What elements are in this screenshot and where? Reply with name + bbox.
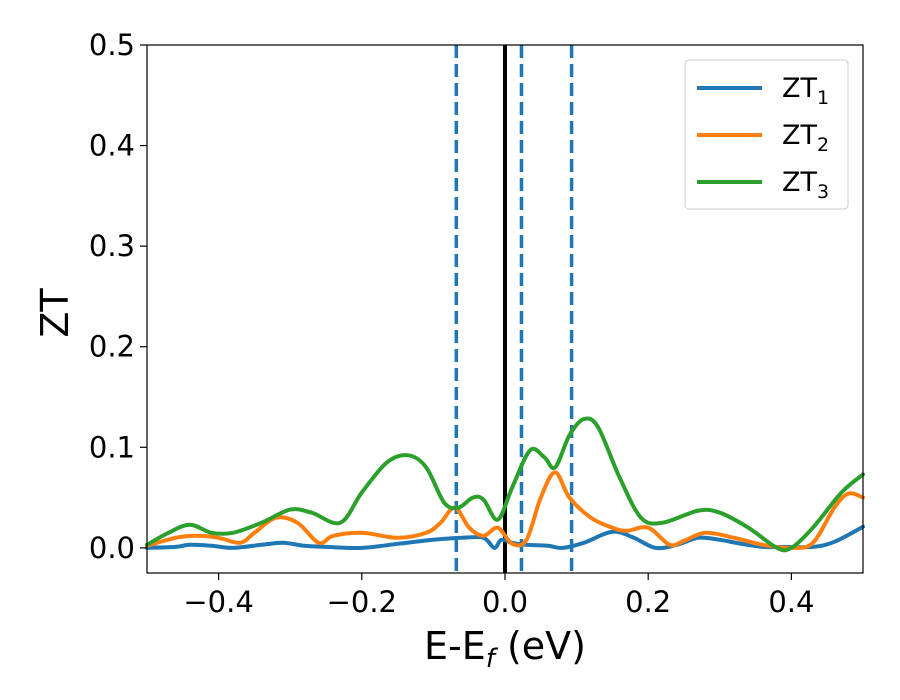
vertical-lines [454,45,574,573]
series-line-zt3 [145,416,865,553]
y-tick-label: 0.4 [89,129,135,163]
y-tick-label: 0.2 [89,330,135,364]
y-tick-label: 0.0 [89,531,135,565]
y-tick-label: 0.1 [89,430,135,464]
legend-box [684,59,849,210]
x-axis-ticks: −0.4 −0.2 0.0 0.2 0.4 [183,573,814,619]
legend-label-zt1: ZT1 [782,73,829,109]
legend: ZT1 ZT2 ZT3 [684,59,849,210]
y-axis-label: ZT [33,288,77,338]
x-tick-label: 0.4 [768,585,814,619]
series-lines [145,416,865,553]
y-axis-ticks: 0.0 0.1 0.2 0.3 0.4 0.5 [89,28,147,565]
x-tick-label: −0.4 [183,585,253,619]
legend-label-zt3: ZT3 [782,167,829,203]
x-tick-label: 0.0 [482,585,528,619]
x-axis-label: E-Ef (eV) [424,624,586,674]
y-tick-label: 0.5 [89,28,135,62]
x-tick-label: −0.2 [327,585,397,619]
legend-label-zt2: ZT2 [782,120,829,156]
y-tick-label: 0.3 [89,229,135,263]
x-tick-label: 0.2 [625,585,671,619]
